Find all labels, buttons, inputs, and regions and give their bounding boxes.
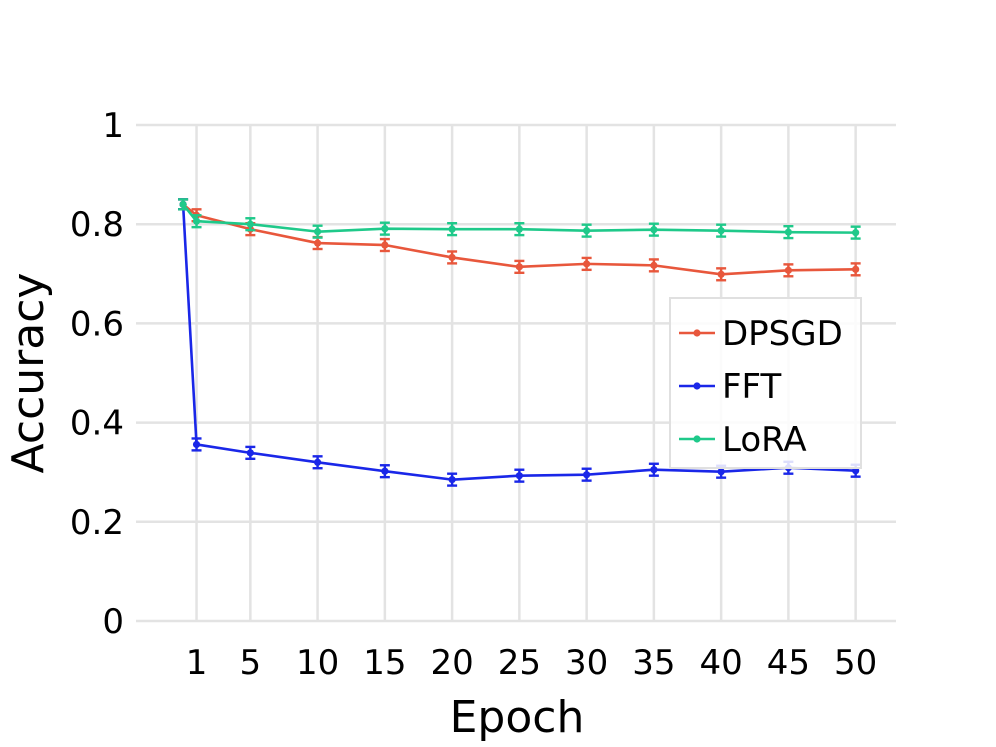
series-dpsgd	[178, 198, 861, 282]
y-tick-label: 0.6	[70, 304, 124, 344]
x-tick-label: 1	[186, 643, 208, 683]
data-point[interactable]	[515, 263, 523, 271]
legend-label: DPSGD	[722, 314, 843, 354]
data-point[interactable]	[313, 458, 322, 466]
y-tick-label: 0	[102, 602, 124, 642]
data-point[interactable]	[784, 228, 792, 236]
data-point[interactable]	[852, 265, 860, 273]
data-point[interactable]	[650, 466, 658, 474]
legend-item-dpsgd[interactable]: DPSGD	[679, 314, 843, 354]
data-point[interactable]	[381, 225, 389, 233]
data-point[interactable]	[381, 467, 389, 475]
x-tick-label: 5	[240, 643, 262, 683]
x-tick-label: 50	[834, 643, 877, 683]
data-point[interactable]	[448, 253, 456, 262]
x-tick-label: 40	[699, 643, 742, 683]
x-tick-label: 20	[430, 643, 473, 683]
data-point[interactable]	[717, 270, 725, 278]
y-tick-label: 0.8	[70, 205, 124, 245]
data-point[interactable]	[515, 472, 523, 480]
data-point[interactable]	[313, 239, 322, 247]
data-point[interactable]	[192, 440, 201, 449]
series-line-fft	[181, 204, 856, 481]
x-tick-label: 15	[363, 643, 406, 683]
series-line-dpsgd	[182, 203, 856, 276]
series-line-lora	[182, 203, 856, 234]
legend[interactable]: DPSGD FFT LoRA	[669, 297, 862, 469]
y-tick-label: 1	[102, 106, 124, 146]
x-axis-title: Epoch	[450, 692, 585, 743]
data-point[interactable]	[583, 227, 591, 235]
y-axis-title: Accuracy	[3, 273, 54, 474]
data-point[interactable]	[179, 200, 187, 208]
data-point[interactable]	[583, 260, 591, 268]
data-point[interactable]	[515, 225, 523, 233]
legend-swatch-marker	[693, 329, 701, 337]
x-tick-label: 35	[632, 643, 675, 683]
data-point[interactable]	[852, 229, 860, 237]
x-tick-labels: 1 5 10 15 20 25 30 35 40 45 50	[186, 643, 878, 683]
data-point[interactable]	[583, 471, 591, 479]
x-tick-label: 25	[498, 643, 541, 683]
data-point[interactable]	[448, 225, 456, 233]
data-point[interactable]	[246, 220, 254, 228]
legend-swatch-marker	[693, 382, 701, 390]
y-tick-labels: 0 0.2 0.4 0.6 0.8 1	[70, 106, 124, 642]
data-point[interactable]	[650, 261, 658, 269]
legend-item-fft[interactable]: FFT	[679, 367, 782, 407]
legend-label: LoRA	[722, 420, 807, 460]
data-point[interactable]	[381, 241, 389, 249]
data-point[interactable]	[448, 476, 456, 484]
data-point[interactable]	[784, 266, 792, 274]
x-tick-label: 10	[296, 643, 339, 683]
x-tick-label: 45	[767, 643, 810, 683]
legend-item-lora[interactable]: LoRA	[679, 420, 807, 460]
x-tick-label: 30	[565, 643, 608, 683]
legend-label: FFT	[722, 367, 782, 407]
data-point[interactable]	[717, 468, 725, 476]
data-point[interactable]	[246, 449, 254, 457]
data-point[interactable]	[650, 226, 658, 234]
legend-swatch-marker	[693, 435, 701, 443]
data-point[interactable]	[192, 217, 201, 225]
y-tick-label: 0.4	[70, 404, 124, 444]
y-tick-label: 0.2	[70, 503, 124, 543]
series-lora	[178, 198, 861, 240]
data-point[interactable]	[717, 227, 725, 235]
data-point[interactable]	[313, 228, 322, 236]
